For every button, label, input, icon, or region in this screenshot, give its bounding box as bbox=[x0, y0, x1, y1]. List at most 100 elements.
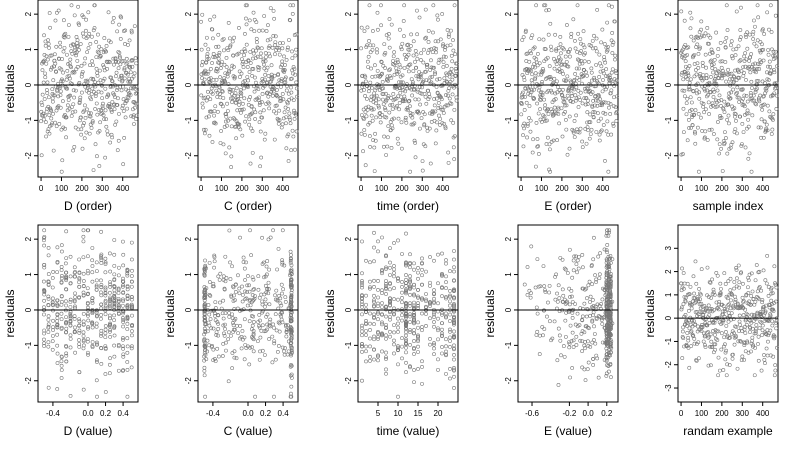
data-point bbox=[384, 153, 388, 157]
x-tick-label: 200 bbox=[395, 184, 409, 193]
data-point bbox=[282, 263, 287, 268]
data-point bbox=[751, 297, 756, 301]
data-point bbox=[406, 108, 410, 112]
data-point bbox=[541, 264, 546, 269]
data-point bbox=[759, 320, 764, 325]
data-point bbox=[589, 127, 594, 132]
data-point bbox=[581, 67, 586, 72]
data-point bbox=[452, 265, 456, 270]
data-point bbox=[608, 102, 613, 106]
data-point bbox=[67, 94, 72, 98]
data-point bbox=[420, 159, 425, 164]
x-tick-label: 100 bbox=[695, 409, 709, 418]
data-point bbox=[41, 59, 46, 64]
data-point bbox=[575, 258, 580, 263]
data-point bbox=[370, 107, 374, 112]
data-point bbox=[614, 119, 619, 123]
data-point bbox=[396, 297, 400, 302]
data-point bbox=[697, 96, 702, 101]
data-point bbox=[610, 31, 615, 35]
data-point bbox=[710, 50, 715, 55]
data-point bbox=[448, 312, 452, 317]
data-point bbox=[602, 71, 606, 76]
data-point bbox=[272, 73, 277, 78]
y-axis-label: residuals bbox=[643, 289, 657, 337]
data-point bbox=[756, 358, 761, 363]
data-point bbox=[277, 78, 282, 83]
data-point bbox=[270, 360, 275, 365]
data-point bbox=[392, 264, 396, 268]
data-point bbox=[387, 68, 392, 73]
data-point bbox=[80, 146, 85, 151]
data-point bbox=[755, 38, 760, 43]
data-point bbox=[756, 62, 760, 67]
data-point bbox=[425, 65, 429, 69]
data-point bbox=[444, 274, 448, 279]
x-tick-label: -0.4 bbox=[46, 409, 60, 418]
data-point bbox=[71, 102, 76, 107]
data-point bbox=[405, 82, 409, 87]
data-point bbox=[432, 97, 437, 101]
data-point bbox=[452, 296, 456, 301]
data-point bbox=[712, 307, 717, 312]
data-point bbox=[81, 338, 86, 342]
data-point bbox=[553, 32, 558, 37]
data-point bbox=[704, 76, 709, 81]
data-point bbox=[280, 310, 285, 315]
data-point bbox=[103, 293, 108, 298]
data-point bbox=[428, 280, 432, 285]
x-tick-label: 0.2 bbox=[100, 409, 112, 418]
data-point bbox=[230, 96, 235, 100]
data-point bbox=[436, 326, 440, 331]
data-point bbox=[115, 29, 120, 34]
data-point bbox=[77, 370, 82, 374]
data-point bbox=[270, 76, 275, 81]
data-point bbox=[440, 327, 444, 332]
data-point bbox=[96, 50, 101, 55]
data-point bbox=[363, 163, 368, 168]
data-point bbox=[412, 267, 416, 272]
data-point bbox=[251, 277, 256, 282]
data-point bbox=[722, 110, 727, 115]
data-point bbox=[412, 138, 417, 143]
data-point bbox=[39, 109, 44, 114]
data-point bbox=[211, 326, 216, 331]
data-point bbox=[49, 53, 54, 58]
data-point bbox=[422, 122, 427, 127]
data-point bbox=[398, 65, 403, 70]
data-point bbox=[606, 101, 611, 105]
data-point bbox=[534, 121, 539, 125]
data-point bbox=[728, 81, 733, 86]
data-point bbox=[49, 116, 54, 121]
data-point bbox=[380, 71, 384, 76]
data-point bbox=[609, 375, 613, 380]
data-point bbox=[263, 131, 268, 136]
data-point bbox=[281, 97, 286, 102]
data-point bbox=[737, 75, 742, 80]
data-point bbox=[412, 352, 416, 356]
data-point bbox=[380, 267, 384, 272]
data-point bbox=[382, 106, 387, 111]
data-point bbox=[252, 89, 257, 94]
data-point bbox=[525, 135, 529, 140]
data-point bbox=[118, 55, 122, 60]
data-point bbox=[585, 325, 590, 330]
data-point bbox=[280, 122, 285, 127]
data-point bbox=[760, 333, 764, 338]
data-point bbox=[50, 302, 55, 307]
data-point bbox=[412, 121, 417, 126]
data-point bbox=[404, 350, 408, 355]
data-point bbox=[556, 45, 561, 50]
data-point bbox=[726, 319, 731, 324]
data-point bbox=[746, 111, 751, 116]
data-point bbox=[694, 72, 699, 77]
data-point bbox=[716, 373, 721, 378]
data-point bbox=[428, 337, 432, 341]
data-point bbox=[70, 110, 75, 115]
data-point bbox=[116, 308, 121, 313]
data-point bbox=[55, 387, 60, 391]
data-point bbox=[46, 95, 51, 100]
data-point bbox=[266, 237, 271, 242]
x-tick-label: 100 bbox=[215, 184, 229, 193]
data-point bbox=[73, 51, 78, 56]
